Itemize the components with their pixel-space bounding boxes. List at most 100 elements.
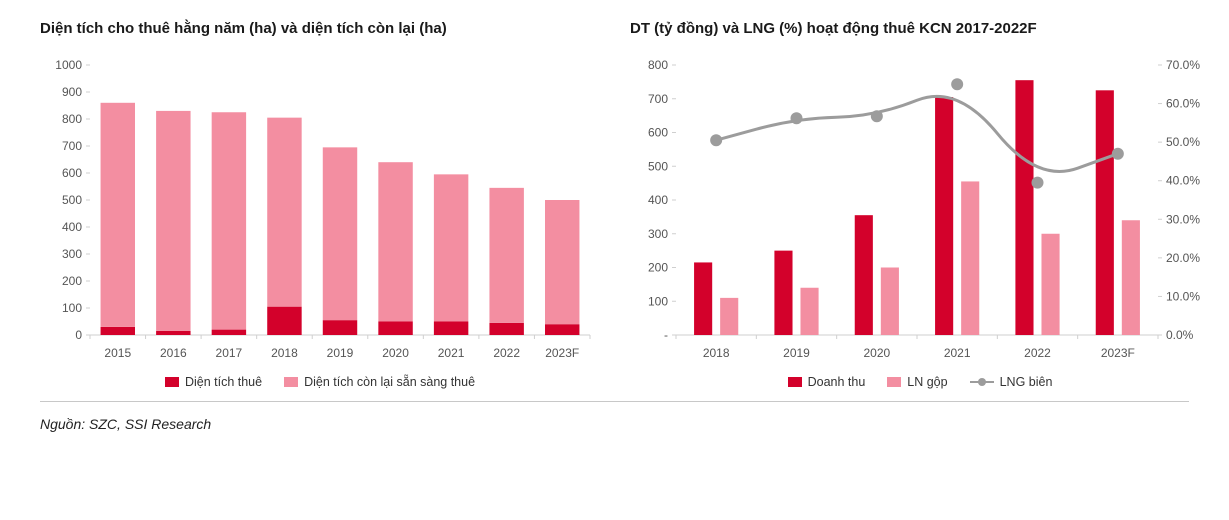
right-bar (961, 181, 979, 335)
left-bar (323, 147, 357, 320)
svg-text:0: 0 (75, 328, 82, 342)
legend-line-swatch (970, 381, 994, 383)
left-bar (156, 111, 190, 331)
legend-swatch (788, 377, 802, 387)
left-bar (489, 323, 523, 335)
lng-marker (710, 134, 722, 146)
svg-text:0.0%: 0.0% (1166, 328, 1194, 342)
left-bar (434, 322, 468, 336)
left-bar (434, 174, 468, 321)
svg-text:100: 100 (648, 294, 668, 308)
legend-label: LNG biên (1000, 375, 1053, 389)
left-chart-title: Diện tích cho thuê hằng năm (ha) và diện… (40, 20, 600, 37)
svg-text:500: 500 (648, 159, 668, 173)
svg-text:100: 100 (62, 301, 82, 315)
svg-text:2019: 2019 (783, 346, 810, 360)
left-bar (489, 188, 523, 323)
right-bar (720, 298, 738, 335)
svg-text:2022: 2022 (493, 346, 520, 360)
lng-marker (1032, 177, 1044, 189)
right-bar (1096, 90, 1114, 335)
left-chart-svg: 0100200300400500600700800900100020152016… (40, 55, 600, 365)
svg-text:2018: 2018 (271, 346, 298, 360)
right-chart-box: - 100 200 300 400 500 600 700 800 0.0% 10.0% 20.0% 3… (630, 55, 1210, 365)
svg-text:600: 600 (62, 166, 82, 180)
svg-text:800: 800 (62, 112, 82, 126)
left-chart-box: 0100200300400500600700800900100020152016… (40, 55, 600, 365)
left-bar (378, 322, 412, 336)
svg-text:700: 700 (648, 92, 668, 106)
svg-text:2019: 2019 (327, 346, 354, 360)
svg-text:500: 500 (62, 193, 82, 207)
legend-item: Diện tích thuê (165, 375, 262, 389)
svg-text:2021: 2021 (438, 346, 465, 360)
lng-marker (1112, 148, 1124, 160)
svg-text:50.0%: 50.0% (1166, 135, 1200, 149)
svg-text:300: 300 (648, 227, 668, 241)
left-chart-legend: Diện tích thuê Diện tích còn lại sẵn sàng… (40, 375, 600, 389)
legend-swatch (887, 377, 901, 387)
legend-item: LN gộp (887, 375, 947, 389)
right-chart-title: DT (tỷ đồng) và LNG (%) hoạt động thuê K… (630, 20, 1210, 37)
left-bar (212, 112, 246, 329)
svg-text:70.0%: 70.0% (1166, 58, 1200, 72)
right-chart-col: DT (tỷ đồng) và LNG (%) hoạt động thuê K… (630, 20, 1210, 389)
left-bar (101, 327, 135, 335)
svg-text:10.0%: 10.0% (1166, 289, 1200, 303)
right-bar (1015, 80, 1033, 335)
legend-label: Diện tích còn lại sẵn sàng thuê (304, 375, 475, 389)
left-bar (378, 162, 412, 321)
left-bar (212, 330, 246, 335)
svg-text:20.0%: 20.0% (1166, 251, 1200, 265)
left-bar (101, 103, 135, 327)
legend-swatch (165, 377, 179, 387)
svg-text:2020: 2020 (382, 346, 409, 360)
svg-text:800: 800 (648, 58, 668, 72)
svg-text:400: 400 (648, 193, 668, 207)
svg-text:40.0%: 40.0% (1166, 174, 1200, 188)
right-bar (1122, 220, 1140, 335)
svg-text:200: 200 (648, 261, 668, 275)
svg-text:900: 900 (62, 85, 82, 99)
left-bar (156, 331, 190, 335)
svg-text:2020: 2020 (863, 346, 890, 360)
svg-text:30.0%: 30.0% (1166, 212, 1200, 226)
svg-text:2015: 2015 (104, 346, 131, 360)
right-bar (774, 251, 792, 335)
right-bar (1041, 234, 1059, 335)
lng-marker (951, 78, 963, 90)
svg-text:-: - (664, 328, 668, 342)
left-bar (545, 200, 579, 324)
left-chart-col: Diện tích cho thuê hằng năm (ha) và diện… (40, 20, 600, 389)
svg-text:300: 300 (62, 247, 82, 261)
lng-line (716, 96, 1118, 171)
svg-text:200: 200 (62, 274, 82, 288)
lng-marker (871, 110, 883, 122)
source-text: Nguồn: SZC, SSI Research (40, 416, 1189, 432)
legend-swatch (284, 377, 298, 387)
svg-text:600: 600 (648, 126, 668, 140)
legend-label: Doanh thu (808, 375, 866, 389)
svg-text:1000: 1000 (55, 58, 82, 72)
right-bar (855, 215, 873, 335)
legend-label: Diện tích thuê (185, 375, 262, 389)
svg-text:2023F: 2023F (545, 346, 579, 360)
svg-text:2022: 2022 (1024, 346, 1051, 360)
svg-text:2016: 2016 (160, 346, 187, 360)
legend-item: LNG biên (970, 375, 1053, 389)
right-bar (881, 268, 899, 336)
right-chart-legend: Doanh thu LN gộp LNG biên (630, 375, 1210, 389)
right-bar (800, 288, 818, 335)
left-bar (267, 307, 301, 335)
legend-item: Diện tích còn lại sẵn sàng thuê (284, 375, 475, 389)
left-bar (267, 118, 301, 307)
legend-label: LN gộp (907, 375, 947, 389)
svg-text:700: 700 (62, 139, 82, 153)
svg-text:60.0%: 60.0% (1166, 97, 1200, 111)
left-bar (323, 320, 357, 335)
svg-text:2023F: 2023F (1101, 346, 1135, 360)
legend-item: Doanh thu (788, 375, 866, 389)
svg-text:2021: 2021 (944, 346, 971, 360)
charts-row: Diện tích cho thuê hằng năm (ha) và diện… (40, 20, 1189, 402)
svg-text:2017: 2017 (216, 346, 243, 360)
